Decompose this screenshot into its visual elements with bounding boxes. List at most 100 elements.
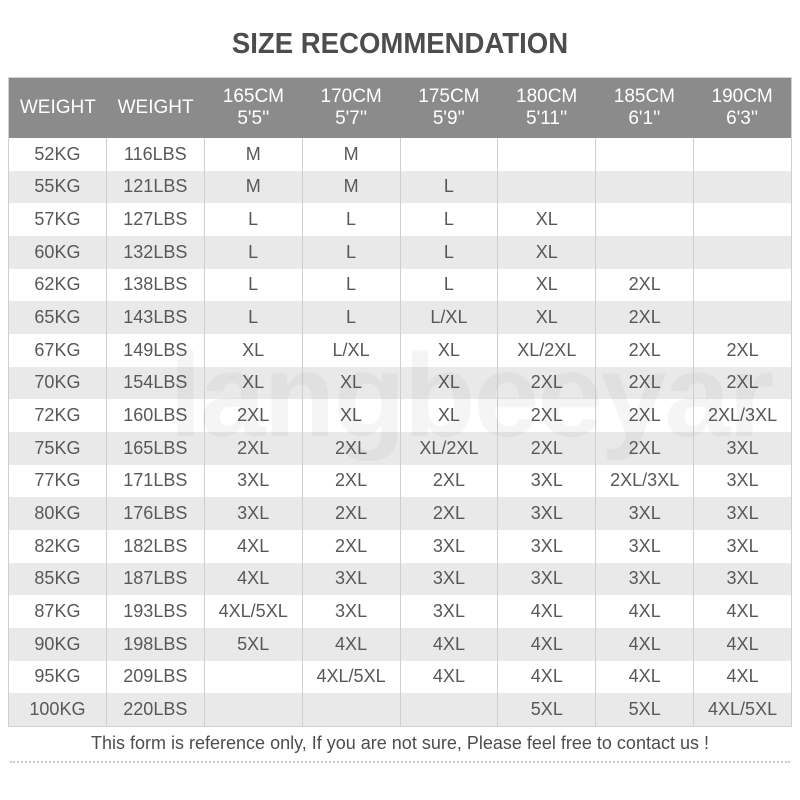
cell-size: 4XL [693, 627, 791, 661]
cell-size: L [301, 301, 400, 334]
cell-size: XL/2XL [497, 333, 595, 367]
cell-size: 3XL [497, 562, 595, 596]
cell-size: XL [497, 203, 595, 236]
cell-size [399, 693, 498, 726]
cell-size: L [203, 301, 302, 334]
cell-size [203, 693, 302, 726]
cell-size: 3XL [693, 529, 791, 563]
cell-size: L/XL [399, 301, 498, 334]
cell-weight-kg: 95KG [34, 666, 81, 687]
cell-size: XL [301, 366, 400, 400]
cell-size: 4XL [497, 660, 595, 694]
cell-weight-lbs: 182LBS [105, 529, 204, 563]
cell-weight-lbs: 132LBS [105, 235, 204, 269]
cell-size [203, 660, 302, 694]
column-header-170cm: 170CM 5'7'' [320, 86, 382, 129]
column-header-180cm: 180CM 5'11'' [516, 86, 578, 129]
cell-size: 2XL [595, 399, 693, 432]
cell-weight-kg: 80KG [34, 503, 81, 524]
cell-size: 4XL/5XL [693, 693, 791, 726]
cell-size: 2XL [497, 399, 595, 432]
cell-size [497, 138, 595, 171]
cell-size: L [399, 235, 498, 269]
table-row: 62KG 138LBS L L L XL 2XL [9, 268, 791, 302]
cell-size: L [203, 203, 302, 236]
cell-size [595, 235, 693, 269]
cell-size [301, 693, 400, 726]
cell-weight-lbs: 198LBS [105, 627, 204, 661]
column-header-185cm: 185CM 6'1'' [613, 86, 675, 129]
cell-size: 4XL/5XL [203, 595, 302, 628]
cell-size: M [203, 138, 302, 171]
cell-weight-kg: 55KG [34, 176, 81, 197]
cell-size: 2XL [595, 333, 693, 367]
size-table: WEIGHT WEIGHT 165CM 5'5'' 170CM 5'7'' 175CM 5'9… [8, 77, 792, 727]
cell-size: 3XL [301, 595, 400, 628]
table-row: 52KG 116LBS M M [9, 138, 791, 171]
cell-size [693, 170, 791, 204]
cell-size: XL [497, 268, 595, 302]
cell-size: 4XL [301, 627, 400, 661]
cell-size: 3XL [693, 562, 791, 596]
cell-size [693, 203, 791, 236]
cell-size: XL [399, 399, 498, 432]
cell-size: 3XL [497, 497, 595, 530]
cell-size: 2XL [595, 301, 693, 334]
table-row: 65KG 143LBS L L L/XL XL 2XL [9, 301, 791, 334]
cell-weight-lbs: 143LBS [105, 301, 204, 334]
cell-size: 4XL [595, 660, 693, 694]
table-row: 72KG 160LBS 2XL XL XL 2XL 2XL 2XL/3XL [9, 399, 791, 432]
cell-size: 4XL [203, 562, 302, 596]
cell-weight-lbs: 187LBS [105, 562, 204, 596]
cell-size: 2XL/3XL [693, 399, 791, 432]
cell-size: 4XL [497, 595, 595, 628]
table-row: 55KG 121LBS M M L [9, 170, 791, 204]
column-header-weight-1: WEIGHT [19, 97, 96, 118]
cell-size: 2XL [301, 464, 400, 498]
cell-size: 4XL/5XL [301, 660, 400, 694]
cell-weight-kg: 70KG [34, 372, 81, 393]
cell-weight-kg: 72KG [34, 405, 81, 426]
table-body: 52KG 116LBS M M 55KG 121LBS M M L 57KG 127LBS L L L XL… [9, 138, 791, 726]
cell-size: 3XL [203, 464, 302, 498]
cell-weight-lbs: 149LBS [105, 333, 204, 367]
cell-size: 2XL [203, 399, 302, 432]
cell-size: 4XL [399, 627, 498, 661]
cell-size: 4XL [595, 627, 693, 661]
cell-size: M [203, 170, 302, 204]
cell-size: 3XL [693, 464, 791, 498]
cell-size: 4XL [399, 660, 498, 694]
cell-weight-lbs: 209LBS [105, 660, 204, 694]
cell-size: 5XL [497, 693, 595, 726]
cell-size: 4XL [203, 529, 302, 563]
cell-size: 2XL [301, 431, 400, 465]
cell-size: 3XL [595, 529, 693, 563]
cell-size: 2XL [399, 464, 498, 498]
cell-size [693, 138, 791, 171]
cell-weight-lbs: 220LBS [105, 693, 204, 726]
cell-size: XL [301, 399, 400, 432]
cell-size: L [399, 268, 498, 302]
cell-size: 3XL [399, 562, 498, 596]
cell-size: 2XL [399, 497, 498, 530]
cell-weight-kg: 65KG [34, 307, 81, 328]
cell-size: 4XL [595, 595, 693, 628]
cell-weight-kg: 90KG [34, 633, 81, 654]
table-row: 87KG 193LBS 4XL/5XL 3XL 3XL 4XL 4XL 4XL [9, 595, 791, 628]
table-row: 82KG 182LBS 4XL 2XL 3XL 3XL 3XL 3XL [9, 529, 791, 563]
cell-weight-kg: 77KG [34, 470, 81, 491]
cell-size: XL [203, 366, 302, 400]
table-header-row: WEIGHT WEIGHT 165CM 5'5'' 170CM 5'7'' 175CM 5'9… [9, 78, 791, 138]
column-header-165cm: 165CM 5'5'' [222, 86, 284, 129]
cell-size: 3XL [595, 497, 693, 530]
cell-size: XL/2XL [399, 431, 498, 465]
cell-size: 2XL [693, 366, 791, 400]
cell-size: L [399, 170, 498, 204]
cell-weight-lbs: 138LBS [105, 268, 204, 302]
cell-size: XL [497, 301, 595, 334]
cell-size: L [399, 203, 498, 236]
cell-size: M [301, 138, 400, 171]
cell-weight-kg: 57KG [34, 209, 81, 230]
cell-weight-lbs: 171LBS [105, 464, 204, 498]
cell-size: 5XL [595, 693, 693, 726]
